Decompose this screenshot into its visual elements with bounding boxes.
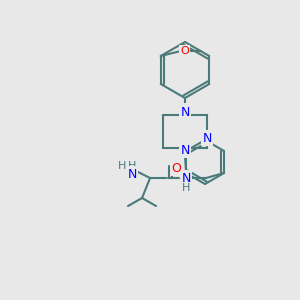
Text: H: H [128, 161, 136, 171]
Text: N: N [182, 172, 191, 184]
Text: N: N [180, 106, 190, 119]
Text: H: H [182, 183, 190, 193]
Text: N: N [180, 104, 190, 118]
Text: N: N [128, 167, 137, 181]
Text: H: H [118, 161, 126, 171]
Text: N: N [202, 131, 212, 145]
Text: O: O [180, 46, 189, 56]
Text: N: N [180, 143, 190, 157]
Text: O: O [171, 161, 181, 175]
